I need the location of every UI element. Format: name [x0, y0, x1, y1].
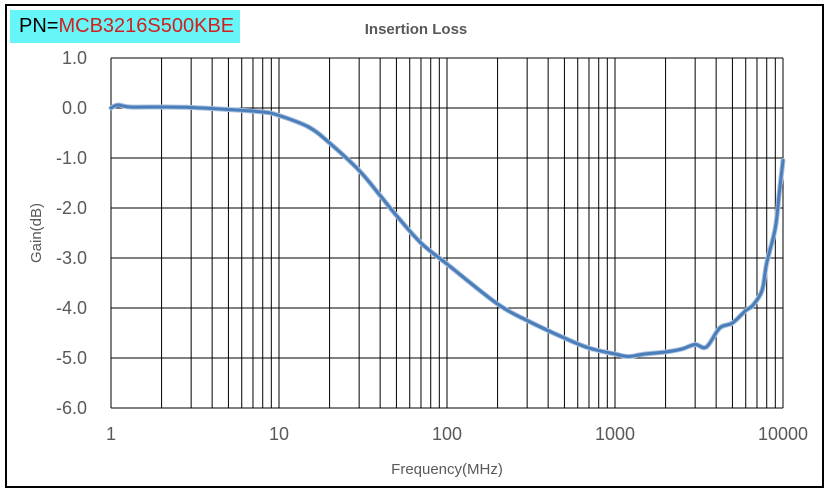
chart-title: Insertion Loss [365, 21, 468, 38]
part-number-label: PN=MCB3216S500KBE [10, 10, 240, 43]
y-tick-label: -5.0 [56, 348, 87, 368]
series-layer [108, 102, 786, 360]
y-tick-label: -2.0 [56, 198, 87, 218]
x-tick-label: 10 [269, 424, 289, 444]
x-axis-label: Frequency(MHz) [391, 461, 503, 478]
x-tick-label: 1 [106, 424, 116, 444]
x-tick-label: 1000 [595, 424, 635, 444]
y-tick-label: -4.0 [56, 298, 87, 318]
y-tick-labels: 1.0 0.0 -1.0 -2.0 -3.0 -4.0 -5.0 -6.0 [56, 48, 87, 418]
pn-value: MCB3216S500KBE [58, 15, 235, 37]
chart-frame [5, 4, 824, 488]
y-tick-label: -3.0 [56, 248, 87, 268]
y-tick-label: 0.0 [62, 98, 87, 118]
y-tick-label: 1.0 [62, 48, 87, 68]
y-axis-label: Gain(dB) [28, 203, 45, 263]
x-tick-label: 10000 [758, 424, 808, 444]
y-tick-label: -1.0 [56, 148, 87, 168]
series-line-insertion-loss [109, 103, 785, 358]
pn-prefix: PN= [19, 15, 59, 37]
grid [110, 57, 784, 409]
y-tick-label: -6.0 [56, 398, 87, 418]
x-tick-labels: 1 10 100 1000 10000 [106, 424, 808, 444]
x-tick-label: 100 [432, 424, 462, 444]
